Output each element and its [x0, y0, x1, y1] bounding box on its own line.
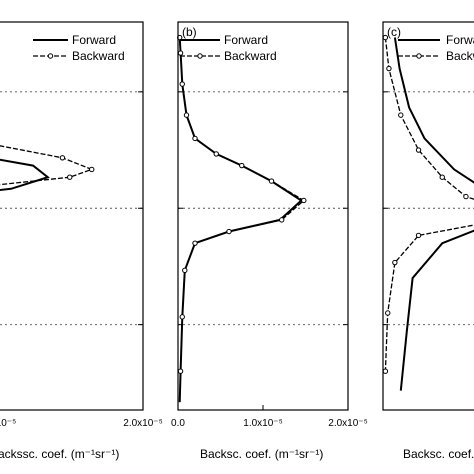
plot-frame — [0, 21, 144, 411]
series-backward-point — [182, 267, 188, 274]
series-backward-point — [192, 135, 198, 142]
x-axis-label: Backsc. coef. (m⁻¹sr⁻¹) — [200, 447, 323, 461]
series-backward-line — [179, 37, 305, 372]
series-backward-point — [386, 65, 392, 72]
series-backward-point — [279, 217, 285, 223]
panel-2: 0.0 1.0x10⁻⁵ 2.0x10⁻⁵ Backsc. coef. (m⁻¹sr⁻… — [171, 21, 368, 461]
series-backward-point — [179, 81, 185, 87]
x-tick-label: 2.0x10⁻⁵ — [123, 418, 162, 429]
legend-marker-backward — [197, 53, 203, 59]
legend-label-forward: Forward — [72, 33, 116, 47]
series-backward-point — [415, 147, 422, 153]
legend-marker-backward — [47, 53, 54, 59]
x-tick-label: 1.0x10⁻⁵ — [243, 418, 282, 429]
series-backward-point — [226, 228, 232, 235]
series-backward-line — [0, 145, 94, 186]
series-backward-point — [192, 240, 198, 246]
panel-3: Backsc. coef. (c) Forward Backward — [382, 21, 474, 461]
series-backward-point — [439, 174, 445, 180]
panel-label: (c) — [387, 25, 401, 39]
series-backward-point — [301, 197, 307, 204]
series-backward-point — [183, 112, 190, 118]
series-backward-point — [268, 178, 275, 184]
series-backward-line — [384, 37, 474, 372]
legend-label-backward: Backward — [446, 49, 474, 63]
series-backward-point — [463, 193, 469, 200]
plot-frame — [177, 21, 349, 411]
x-tick-label: 1.0x10⁻⁵ — [0, 418, 16, 429]
series-backward-point — [177, 50, 184, 56]
series-backward-point — [213, 151, 219, 157]
series-backward-point — [415, 232, 422, 239]
legend-marker-backward — [416, 53, 422, 59]
panel-label: (b) — [182, 25, 197, 39]
series-forward-line — [0, 158, 50, 191]
series-backward-point — [392, 259, 398, 266]
x-tick-label: 0.0 — [171, 418, 185, 429]
series-backward-point — [239, 162, 245, 169]
legend-label-forward: Forward — [224, 33, 268, 47]
plot-frame — [382, 21, 474, 411]
legend-label-forward: Forward — [446, 33, 474, 47]
series-backward-point — [398, 112, 404, 118]
series-backward-point — [382, 368, 389, 374]
panel-1: 1.0x10⁻⁵ 2.0x10⁻⁵ ackssc. coef. (m⁻¹sr⁻¹) F… — [0, 21, 163, 461]
x-axis-label: ackssc. coef. (m⁻¹sr⁻¹) — [0, 447, 119, 461]
series-backward-point — [177, 368, 184, 374]
series-backward-point — [59, 155, 66, 161]
series-backward-point — [67, 174, 73, 180]
x-tick-label: 2.0x10⁻⁵ — [328, 418, 367, 429]
x-axis-label: Backsc. coef. — [403, 447, 474, 461]
series-backward-point — [385, 310, 391, 316]
series-backward-point — [89, 166, 95, 173]
legend-label-backward: Backward — [72, 49, 125, 63]
legend-label-backward: Backward — [224, 49, 277, 63]
series-backward-point — [179, 314, 185, 320]
series-forward-line — [393, 37, 474, 391]
